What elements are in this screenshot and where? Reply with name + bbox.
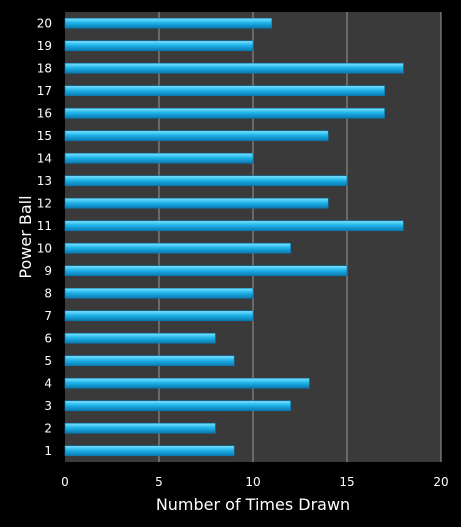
y-tick-label: 8 [44,286,52,300]
bar [64,332,216,344]
bar [64,152,254,164]
y-tick-label: 20 [37,16,52,30]
x-tick-label: 0 [61,475,69,489]
bar [64,62,404,74]
bar [64,400,291,412]
y-tick-label: 9 [44,264,52,278]
bar [64,40,254,52]
y-tick-label: 3 [44,399,52,413]
bar [64,220,404,232]
bar [64,422,216,434]
y-tick-label: 6 [44,331,52,345]
bar [64,107,385,119]
bars [64,17,404,457]
bar [64,242,291,254]
y-tick-label: 16 [37,106,52,120]
x-tick-label: 5 [155,475,163,489]
y-axis-title: Power Ball [16,195,35,278]
bar [64,445,235,457]
y-tick-label: 18 [37,61,52,75]
bar [64,17,273,29]
y-tick-label: 1 [44,444,52,458]
y-tick-label: 7 [44,309,52,323]
y-tick-label: 14 [37,151,52,165]
y-tick-label: 10 [37,241,52,255]
x-tick-label: 15 [339,475,354,489]
y-tick-label: 2 [44,421,52,435]
bar [64,85,385,97]
y-tick-label: 15 [37,129,52,143]
x-tick-labels: 0 5 10 15 20 [61,475,448,489]
y-tick-label: 17 [37,84,52,98]
bar [64,287,254,299]
bar [64,175,348,187]
bar [64,355,235,367]
x-tick-label: 20 [433,475,448,489]
bar [64,377,310,389]
x-axis-title: Number of Times Drawn [156,495,350,514]
bar [64,265,348,277]
y-tick-label: 12 [37,196,52,210]
bar [64,310,254,322]
bar [64,197,329,209]
y-tick-label: 5 [44,354,52,368]
y-tick-label: 13 [37,174,52,188]
y-tick-label: 11 [37,219,52,233]
x-tick-label: 10 [245,475,260,489]
y-tick-label: 19 [37,39,52,53]
bar [64,130,329,142]
y-tick-label: 4 [44,376,52,390]
